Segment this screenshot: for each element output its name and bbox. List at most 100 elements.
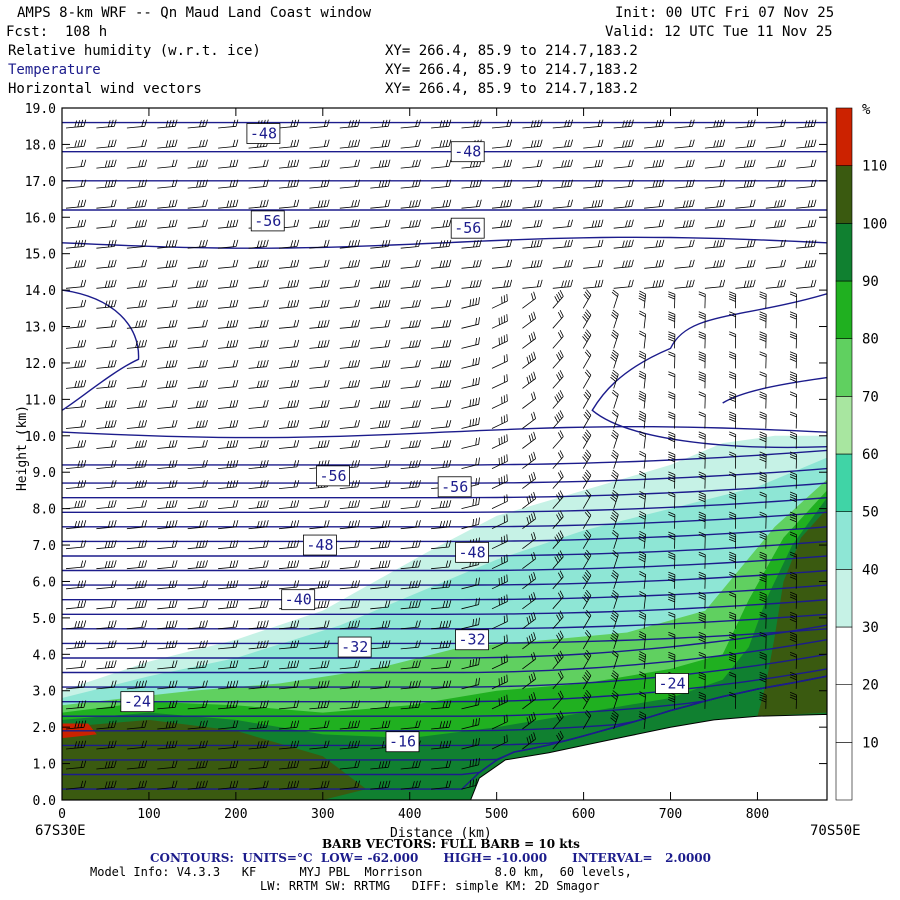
wind-barb <box>248 780 269 790</box>
wind-barb <box>704 239 726 249</box>
field-xy-temperature: XY= 266.4, 85.9 to 214.7,183.2 <box>385 62 638 78</box>
colorbar-segment <box>835 453 853 512</box>
wind-barb <box>157 179 178 189</box>
wind-barb <box>157 399 178 409</box>
wind-barb <box>96 600 117 610</box>
wind-barb <box>278 279 300 289</box>
wind-barb <box>96 540 117 550</box>
x-axis-title: Distance (km) <box>390 826 492 841</box>
wind-barb <box>461 597 480 610</box>
wind-barb <box>611 409 619 429</box>
wind-barb <box>218 139 239 149</box>
wind-barb <box>461 279 482 289</box>
wind-barb <box>157 760 178 770</box>
wind-barb <box>126 500 147 509</box>
wind-barb <box>309 199 330 209</box>
wind-barb <box>522 431 536 449</box>
wind-barb <box>248 359 269 369</box>
wind-barb <box>552 290 564 309</box>
wind-barb <box>552 350 564 369</box>
wind-barb <box>582 589 592 610</box>
isotherm-line <box>62 511 827 528</box>
wind-barb <box>65 159 87 169</box>
wind-barb <box>491 654 508 670</box>
wind-barb <box>248 299 269 309</box>
wind-barb <box>278 760 300 770</box>
wind-barb <box>522 331 536 349</box>
svg-text:-24: -24 <box>658 674 685 692</box>
wind-barb <box>461 119 482 129</box>
wind-barb <box>218 299 239 309</box>
wind-barb <box>218 640 239 650</box>
wind-barb <box>248 600 269 610</box>
wind-barb <box>65 319 87 329</box>
wind-barb <box>461 357 480 369</box>
wind-barb <box>65 439 87 449</box>
wind-barb <box>126 359 147 369</box>
wind-barb <box>583 259 604 269</box>
x-tick-label: 600 <box>572 807 595 822</box>
wind-barb <box>668 411 676 429</box>
wind-barb <box>759 471 767 489</box>
wind-barb <box>309 439 330 449</box>
wind-barb <box>370 399 391 409</box>
wind-barb <box>309 600 330 610</box>
wind-barb <box>759 631 767 649</box>
wind-barb <box>309 219 330 229</box>
wind-barb <box>491 159 513 169</box>
wind-barb <box>218 560 239 570</box>
wind-barb <box>674 279 695 289</box>
wind-barb <box>309 720 330 730</box>
wind-barb <box>552 259 573 269</box>
wind-barb <box>491 279 513 289</box>
wind-barb <box>218 780 239 790</box>
wind-barb <box>638 390 647 409</box>
wind-barb <box>704 199 726 209</box>
wind-barb <box>431 520 452 530</box>
wind-barb <box>187 439 208 449</box>
wind-barb <box>728 351 737 369</box>
wind-barb <box>431 319 452 329</box>
wind-barb <box>370 319 391 329</box>
wind-barb <box>431 720 452 730</box>
wind-barb <box>522 139 543 149</box>
wind-barb <box>218 600 239 610</box>
wind-barb <box>187 760 208 770</box>
wind-barb <box>309 299 330 309</box>
wind-barb <box>370 760 391 770</box>
wind-barb <box>431 239 452 249</box>
svg-text:-32: -32 <box>341 638 368 656</box>
wind-barb <box>248 439 269 449</box>
y-tick-label: 19.0 <box>25 102 56 117</box>
wind-barb <box>309 580 330 590</box>
wind-barb <box>309 680 330 690</box>
wind-barb <box>789 631 797 649</box>
wind-barb <box>491 259 513 269</box>
wind-barb <box>278 520 300 530</box>
wind-barb <box>728 631 737 649</box>
wind-barb <box>522 471 536 489</box>
wind-barb <box>552 570 564 590</box>
wind-barb <box>491 334 508 349</box>
wind-barb <box>491 293 508 309</box>
wind-barb <box>126 379 147 389</box>
wind-barb <box>729 471 737 489</box>
isotherm-line <box>62 675 827 732</box>
wind-barb <box>126 139 147 149</box>
wind-barb <box>400 680 421 690</box>
wind-barb <box>735 259 756 269</box>
wind-barb <box>218 700 239 710</box>
wind-barb <box>126 740 147 750</box>
wind-barb <box>431 139 452 149</box>
contour-label: -48 <box>450 141 485 163</box>
wind-barb <box>796 159 817 169</box>
wind-barb <box>248 640 269 650</box>
wind-barb <box>491 139 513 149</box>
wind-barb-layer <box>65 119 817 790</box>
wind-barb <box>309 139 330 149</box>
wind-barb <box>522 451 536 469</box>
wind-barb <box>278 359 300 369</box>
wind-barb <box>339 399 360 409</box>
wind-barb <box>729 691 737 709</box>
svg-text:-56: -56 <box>319 467 346 485</box>
